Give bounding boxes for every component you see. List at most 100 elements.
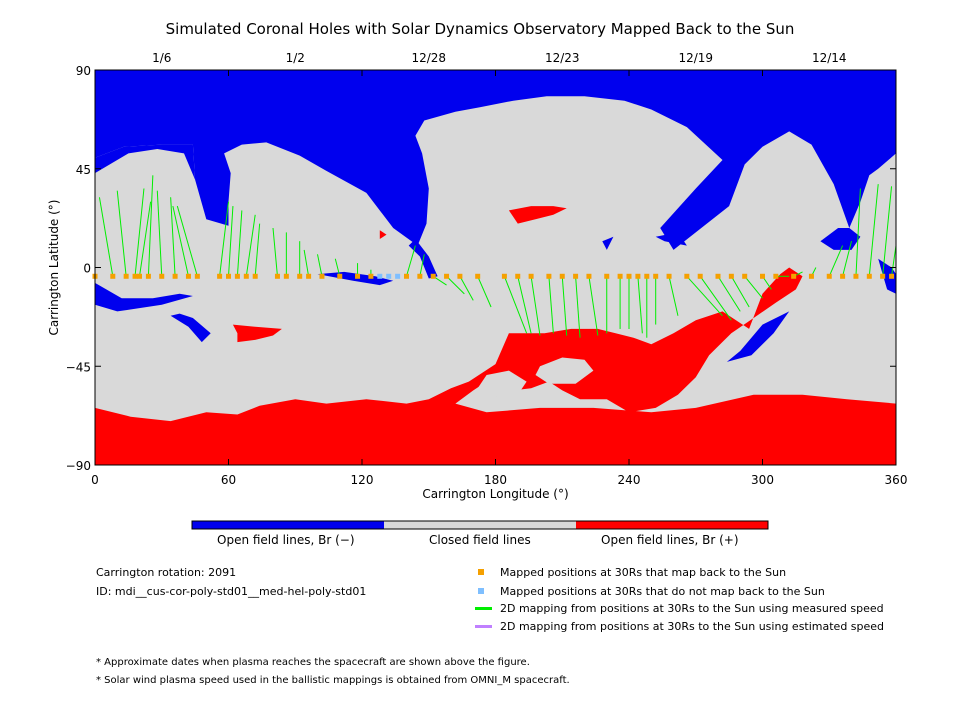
closed-island-1 [535,357,594,384]
legend-estimated-speed: 2D mapping from positions at 30Rs to the… [500,620,885,633]
open-negative-region-6 [602,236,614,250]
open-negative-region-1 [95,144,196,180]
mapped-point [880,273,886,279]
closed-island-0 [477,370,527,397]
mapped-point [457,273,463,279]
mapped-point [853,273,859,279]
open-negative-region-2 [95,282,193,312]
mapped-point-swatch [478,569,484,575]
mapped-point [159,273,165,279]
mapping-line-35 [548,276,554,334]
top-date-label: 12/23 [545,51,580,65]
carrington-rotation-text: Carrington rotation: 2091 [96,566,237,579]
y-tick-label: 90 [76,64,91,78]
colorbar [191,520,769,530]
open-positive-region-1 [508,206,567,224]
mapped-point [172,273,178,279]
mapping-line-19 [317,254,323,277]
open-positive-region-2 [379,230,387,239]
mapped-point [137,273,142,279]
mapped-point [185,273,191,279]
open-negative-region-10 [726,311,790,362]
mapping-line-30 [459,276,474,301]
colorbar-label-closed: Closed field lines [429,533,531,547]
mapped-point [573,273,579,279]
mapped-point [515,273,521,279]
x-tick-label: 180 [484,473,507,487]
open-positive-region-3 [232,324,282,343]
mapped-point [684,273,690,279]
mapping-line-50 [744,275,763,299]
legend-mapped: Mapped positions at 30Rs that map back t… [500,566,787,579]
open-negative-region-3 [170,313,211,343]
mapped-point [132,273,138,279]
mapped-point [666,273,672,279]
colorbar-segment-2 [576,521,768,529]
legend-measured-speed: 2D mapping from positions at 30Rs to the… [500,602,884,615]
mapped-point [889,273,895,279]
mapped-point [297,273,303,279]
x-tick-label: 360 [885,473,908,487]
mapped-point [355,273,361,279]
x-tick-label: 300 [751,473,774,487]
mapping-line-38 [588,276,599,336]
mapped-point [773,273,779,279]
mapping-line-56 [842,241,852,277]
mapping-line-8 [172,205,189,277]
mapping-line-12 [236,210,243,277]
mapped-point [644,273,650,279]
colorbar-label-negative: Open field lines, Br (−) [217,533,355,547]
mapped-point [760,273,765,279]
footnote-speed: * Solar wind plasma speed used in the ba… [96,675,570,686]
mapped-point [252,273,258,279]
mapping-line-5 [147,175,154,277]
mapping-line-45 [668,276,679,316]
mapping-line-29 [446,275,465,295]
mapped-point [626,273,632,279]
mapped-point [840,273,846,279]
mapped-point [728,273,734,279]
mapped-points [92,273,895,279]
mapping-line-57 [855,188,861,277]
top-date-label: 12/28 [411,51,446,65]
unmapped-point [386,273,392,279]
x-tick-label: 60 [221,473,236,487]
mapped-point [306,273,312,279]
mapping-line-10 [219,201,229,277]
mapped-point [319,273,325,279]
open-negative-region-7 [655,232,687,246]
mapped-point [559,273,565,279]
mapping-line-18 [303,249,310,277]
colorbar-segment-1 [384,521,576,529]
mapped-point [808,273,814,279]
mapped-point [586,273,592,279]
mapping-line-9 [176,205,198,277]
mapping-line-34 [530,276,541,336]
mapped-point [234,273,240,279]
mapping-line-20 [334,258,341,277]
mapped-point [866,273,872,279]
mapping-line-15 [272,227,278,277]
mapped-point [226,273,231,279]
mapping-line-1 [98,197,114,277]
mapped-point [110,273,116,279]
top-date-label: 12/19 [678,51,713,65]
mapped-point [653,273,659,279]
mapping-line-36 [561,276,568,336]
y-tick-label: 45 [76,163,91,177]
mapping-line-46 [686,275,723,317]
mapping-line-31 [477,276,492,308]
mapping-line-2 [116,190,127,277]
mapped-point [145,273,151,279]
x-tick-label: 120 [351,473,374,487]
mapped-point [404,273,409,279]
mapping-line-32 [503,276,528,334]
footnote-dates: * Approximate dates when plasma reaches … [96,657,530,668]
mapping-lines [95,175,896,338]
mapped-point [528,273,534,279]
y-tick-label: −45 [66,360,91,374]
mapped-point [368,273,374,279]
mapping-line-11 [228,206,234,277]
mapped-point [546,273,552,279]
